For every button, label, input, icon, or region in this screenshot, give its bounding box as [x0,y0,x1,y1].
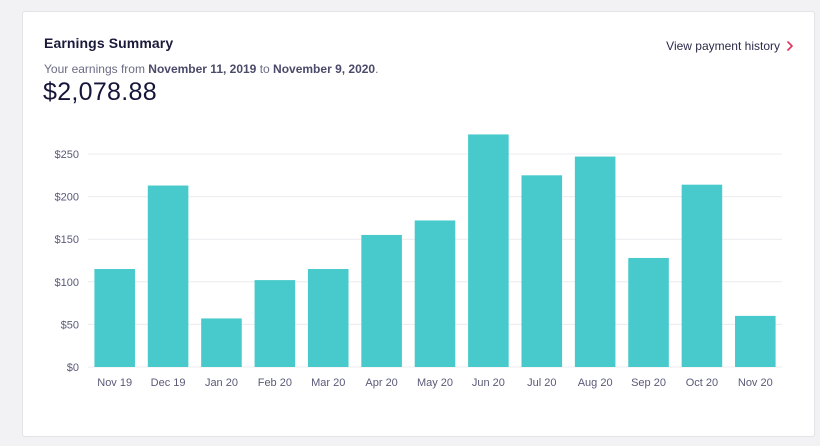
x-tick-label: Aug 20 [578,377,613,389]
y-tick-label: $0 [67,362,79,374]
subtitle-prefix: Your earnings from [44,62,149,76]
x-tick-label: Jul 20 [527,377,556,389]
subtitle-suffix: . [375,62,379,76]
x-tick-label: Nov 19 [97,377,132,389]
bar [521,175,563,367]
y-tick-label: $150 [55,234,79,246]
earnings-period: Your earnings from November 11, 2019 to … [44,62,378,76]
bar [735,315,776,367]
bar [94,269,135,367]
bar [147,185,189,367]
bar [361,234,402,367]
bar [201,318,242,367]
subtitle-mid: to [256,62,274,76]
start-date: November 11, 2019 [148,62,257,76]
chevron-right-icon [787,41,793,51]
bar [414,220,456,367]
y-tick-label: $100 [55,277,79,289]
x-tick-label: Jan 20 [205,377,238,389]
view-payment-history-link[interactable]: View payment history [666,39,794,53]
end-date: November 9, 2020 [273,62,376,76]
x-tick-label: Mar 20 [311,377,345,389]
view-payment-history-label: View payment history [666,39,780,53]
bar [574,156,616,367]
earnings-bar-chart: $0 $50 $100 $150 $200 $250 Nov 19 Dec 19 Jan 20 F… [55,134,782,389]
bar [468,134,509,367]
x-tick-label: Apr 20 [365,377,397,389]
x-tick-label: Feb 20 [258,377,292,389]
earnings-summary-card: Earnings Summary Your earnings from Nove… [22,11,815,437]
total-earnings: $2,078.88 [43,78,157,106]
bar [254,280,296,367]
card-title: Earnings Summary [44,35,174,51]
y-tick-label: $50 [61,319,79,331]
x-tick-label: Oct 20 [686,377,718,389]
x-tick-label: Nov 20 [738,377,773,389]
x-tick-label: Jun 20 [472,377,505,389]
x-tick-label: Sep 20 [631,377,666,389]
y-tick-label: $250 [55,149,79,161]
bar [307,269,349,367]
x-tick-label: Dec 19 [151,377,186,389]
bar [681,184,723,367]
x-tick-label: May 20 [417,377,453,389]
y-tick-label: $200 [55,192,79,204]
bar [628,257,669,367]
